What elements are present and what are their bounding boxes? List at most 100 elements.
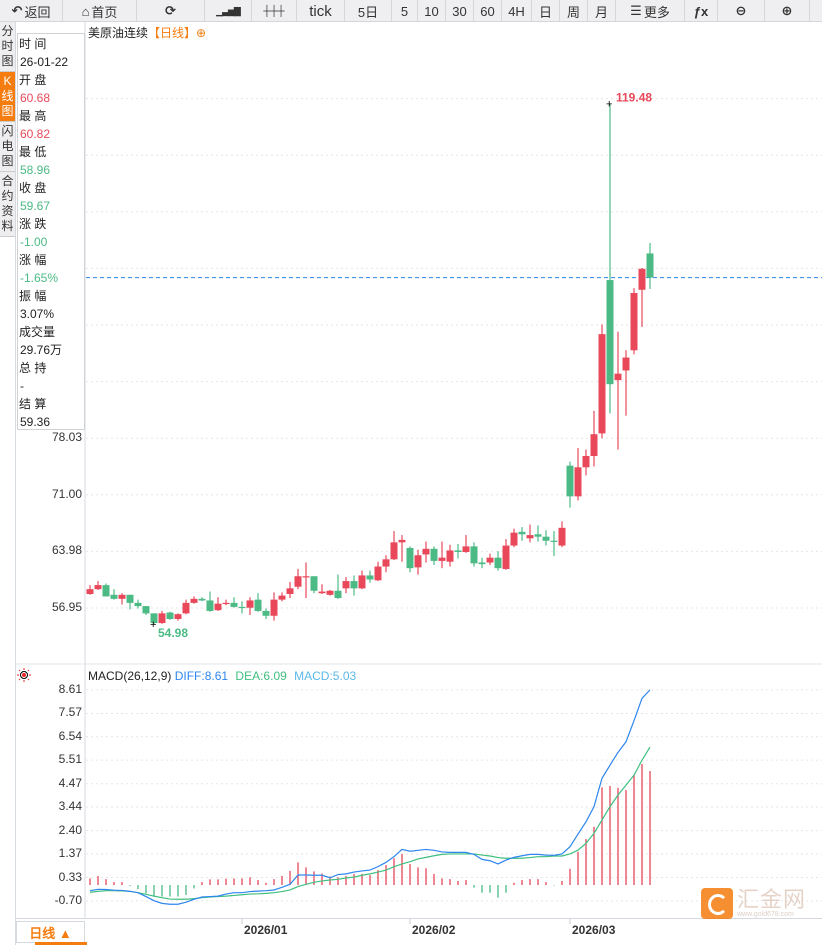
price-tick-label: 71.00 <box>51 486 82 501</box>
candle-body <box>598 334 606 434</box>
x-tick-label: 2026/02 <box>412 923 456 937</box>
candle-body <box>638 268 646 290</box>
toolbar-label: 5日 <box>357 4 379 20</box>
min-price-label: 54.98 <box>158 626 188 640</box>
toolbar-button-5日[interactable]: 5日 <box>345 0 392 22</box>
candle-body <box>246 600 254 608</box>
info-label: 成交量 <box>19 325 56 339</box>
settings-sun-icon[interactable] <box>17 668 31 682</box>
logo-icon <box>701 888 733 919</box>
chart-title: 美原油连续【日线】⊕ <box>88 24 206 41</box>
candle-body <box>646 253 654 278</box>
side-tab-1[interactable]: K线图 <box>0 72 15 122</box>
fx-icon: ƒx <box>693 3 709 19</box>
info-value: 60.82 <box>20 127 51 141</box>
period-select-button[interactable]: 日线 ▲ <box>16 921 87 945</box>
x-tick-label: 2026/03 <box>572 923 616 937</box>
toolbar-button-zoom-in[interactable]: ⊕ <box>765 0 810 22</box>
macd-tick-label: 2.40 <box>58 822 82 837</box>
period-label: 【日线】 <box>148 26 197 40</box>
macd-tick-label: 5.51 <box>58 752 82 767</box>
toolbar-label: 月 <box>594 4 608 20</box>
side-tab-2[interactable]: 闪电图 <box>0 122 15 172</box>
toolbar-button-更多[interactable]: ☰ 更多 <box>616 0 685 22</box>
candle-body <box>486 557 494 563</box>
macd-tick-label: 1.37 <box>58 845 82 860</box>
toolbar: ↶ 返回 ⌂ 首页 ⟳ ▁▃▅▇ ┼┼┼ tick 5日 5 10 30 60 4H 日周月 ☰ 更多 ƒx ⊖ ⊕ <box>0 0 822 22</box>
candle-body <box>214 603 222 611</box>
price-tick-label: 56.95 <box>51 600 82 615</box>
macd-title: MACD(26,12,9) <box>88 669 172 683</box>
candle-body <box>398 539 406 543</box>
toolbar-button-周[interactable]: 周 <box>560 0 588 22</box>
candle-body <box>582 455 590 468</box>
toolbar-button-30[interactable]: 30 <box>446 0 474 22</box>
zoom-in-icon: ⊕ <box>781 3 793 18</box>
candle-body <box>294 576 302 587</box>
info-label: 最 低 <box>19 145 47 159</box>
info-value: -1.00 <box>20 235 48 249</box>
toolbar-button-tick[interactable]: tick <box>297 0 345 22</box>
candle-body <box>118 594 126 599</box>
toolbar-button-5[interactable]: 5 <box>392 0 418 22</box>
candle-body <box>510 532 518 546</box>
candle-body <box>254 599 262 611</box>
side-tab-3[interactable]: 合约资料 <box>0 172 15 237</box>
side-tab-0[interactable]: 分时图 <box>0 22 15 72</box>
toolbar-label: 60 <box>480 3 495 19</box>
toolbar-label: tick <box>309 2 332 20</box>
candle-body <box>318 591 326 594</box>
candle-body <box>590 434 598 456</box>
min-crosshair-icon: + <box>150 619 156 631</box>
candle-body <box>342 581 350 589</box>
toolbar-button-4H[interactable]: 4H <box>502 0 532 22</box>
info-value: 3.07% <box>20 307 55 321</box>
toolbar-label: 4H <box>508 3 525 19</box>
macd-tick-label: 0.33 <box>58 869 82 884</box>
toolbar-button-fx[interactable]: ƒx <box>685 0 718 22</box>
macd-header: MACD(26,12,9) DIFF:8.61 DEA:6.09 MACD:5.… <box>88 669 356 683</box>
info-label: 收 盘 <box>19 181 47 195</box>
max-price-label: 119.48 <box>616 90 652 104</box>
candle-body <box>326 590 334 595</box>
info-label: 涨 幅 <box>19 253 47 267</box>
candle-body <box>94 585 102 590</box>
dea-value: DEA:6.09 <box>235 669 287 683</box>
candle-body <box>230 602 238 607</box>
candle-body <box>390 542 398 560</box>
toolbar-button-日[interactable]: 日 <box>532 0 560 22</box>
logo-url: www.gold678.com <box>737 911 794 918</box>
candle-body <box>278 595 286 600</box>
add-circle-icon[interactable]: ⊕ <box>196 26 207 40</box>
toolbar-button-zoom-out[interactable]: ⊖ <box>718 0 765 22</box>
toolbar-button-60[interactable]: 60 <box>474 0 502 22</box>
toolbar-button-返回[interactable]: ↶ 返回 <box>0 0 63 22</box>
x-tick-label: 2026/01 <box>244 923 288 937</box>
toolbar-button-refresh[interactable]: ⟳ <box>137 0 205 22</box>
candle-body <box>350 581 358 589</box>
info-value: 59.36 <box>20 415 51 429</box>
candle-body <box>630 292 638 351</box>
divider <box>15 22 16 945</box>
diff-line <box>89 689 651 905</box>
info-value: - <box>20 379 24 393</box>
info-value: 58.96 <box>20 163 51 177</box>
toolbar-button-月[interactable]: 月 <box>588 0 616 22</box>
toolbar-label: 30 <box>452 3 467 19</box>
candle-body <box>438 557 446 561</box>
toolbar-label: 日 <box>538 4 552 20</box>
toolbar-button-首页[interactable]: ⌂ 首页 <box>63 0 137 22</box>
candle-body <box>534 534 542 537</box>
toolbar-button-10[interactable]: 10 <box>418 0 446 22</box>
candle-body <box>150 613 158 624</box>
candle-body <box>406 547 414 569</box>
candle-body <box>526 535 534 539</box>
candle-body <box>518 531 526 535</box>
toolbar-button-bar-chart[interactable]: ▁▃▅▇ <box>205 0 252 22</box>
toolbar-label: 更多 <box>643 4 670 20</box>
side-tabs: 分时图 K线图 闪电图 合约资料 <box>0 22 15 237</box>
toolbar-button-candlestick[interactable]: ┼┼┼ <box>252 0 297 22</box>
candle-body <box>502 545 510 569</box>
macd-tick-label: -0.70 <box>54 892 82 907</box>
